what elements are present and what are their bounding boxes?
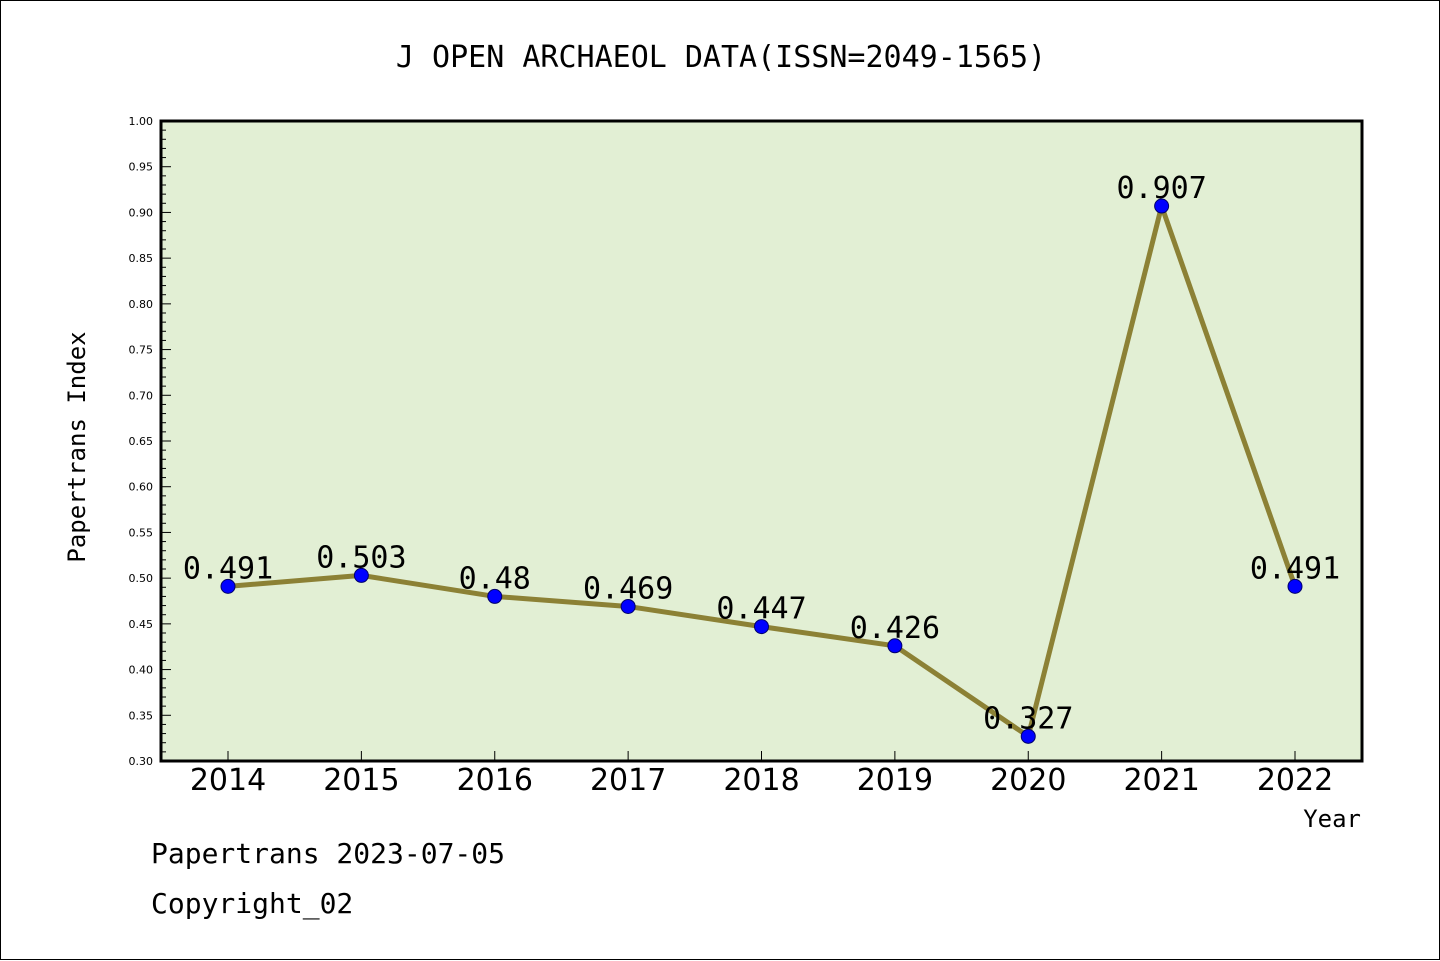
y-tick-label: 1.00 — [129, 115, 154, 128]
data-point — [487, 588, 503, 604]
data-label: 0.907 — [1116, 171, 1206, 206]
y-tick-label: 0.35 — [129, 709, 154, 722]
data-labels: 0.491 0.503 0.48 0.469 0.447 0.426 0.327 0.907 0… — [183, 171, 1340, 736]
x-tick-label: 2021 — [1123, 763, 1199, 798]
x-tick-label: 2020 — [990, 763, 1066, 798]
x-tick-label: 2017 — [590, 763, 666, 798]
data-label: 0.327 — [983, 701, 1073, 736]
plot-area — [159, 119, 1364, 763]
data-label: 0.447 — [716, 592, 806, 627]
x-axis: 2014 2015 2016 2017 2018 2019 2020 2021 2022 — [190, 751, 1333, 798]
y-tick-label: 0.60 — [129, 481, 154, 494]
footer-copyright: Copyright_02 — [151, 887, 354, 920]
y-tick-label: 0.70 — [129, 389, 154, 402]
data-point — [220, 578, 236, 594]
footer-date: Papertrans 2023-07-05 — [151, 837, 506, 870]
chart-title: J OPEN ARCHAEOL DATA(ISSN=2049-1565) — [396, 40, 1046, 75]
series-markers — [220, 198, 1303, 744]
x-tick-label: 2018 — [723, 763, 799, 798]
data-label: 0.469 — [583, 571, 673, 606]
data-label: 0.426 — [850, 611, 940, 646]
x-axis-label: Year — [1303, 805, 1361, 833]
data-label: 0.491 — [1250, 551, 1340, 586]
y-tick-label: 0.85 — [129, 252, 154, 265]
y-tick-label: 0.80 — [129, 298, 154, 311]
x-tick-label: 2019 — [857, 763, 933, 798]
x-tick-label: 2014 — [190, 763, 266, 798]
x-tick-label: 2015 — [323, 763, 399, 798]
data-point — [1287, 578, 1303, 594]
data-point — [353, 567, 369, 583]
data-point — [1020, 728, 1036, 744]
data-point — [620, 598, 636, 614]
data-point — [754, 619, 769, 635]
y-tick-label: 0.40 — [129, 664, 154, 677]
data-point — [1154, 198, 1170, 214]
x-tick-label: 2022 — [1257, 763, 1333, 798]
y-tick-label: 0.45 — [129, 618, 154, 631]
data-label: 0.503 — [316, 540, 406, 575]
y-tick-label: 0.95 — [129, 161, 154, 174]
y-tick-label: 0.65 — [129, 435, 154, 448]
y-tick-label: 0.75 — [129, 344, 154, 357]
data-point — [887, 638, 903, 654]
x-tick-label: 2016 — [457, 763, 533, 798]
data-label: 0.48 — [459, 561, 531, 596]
y-tick-label: 0.55 — [129, 526, 154, 539]
y-tick-label: 0.50 — [129, 572, 154, 585]
data-label: 0.491 — [183, 551, 273, 586]
y-axis-label: Papertrans Index — [63, 331, 91, 562]
y-tick-label: 0.90 — [129, 206, 154, 219]
y-tick-label: 0.30 — [129, 755, 154, 768]
y-axis: 0.30 0.35 0.40 0.45 0.50 0.55 0.60 0.65 0.70 0.75… — [129, 115, 171, 768]
